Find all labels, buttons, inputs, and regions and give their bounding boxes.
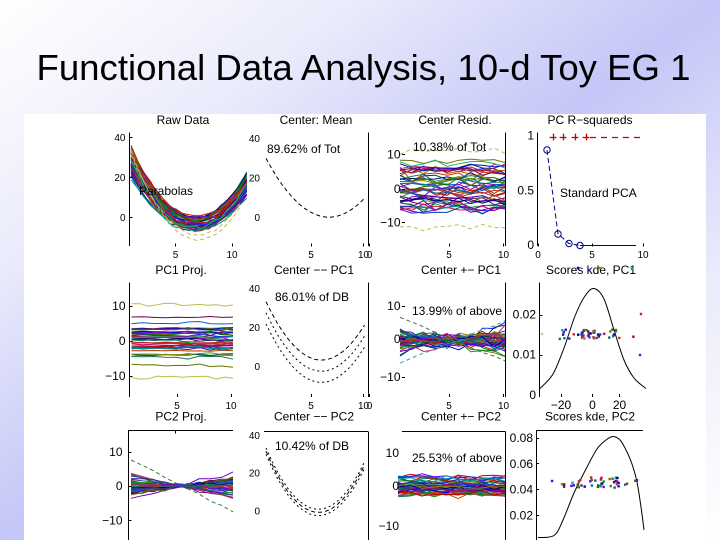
svg-text:0: 0: [589, 398, 596, 412]
svg-text:Scores kde, PC2: Scores kde, PC2: [545, 410, 635, 424]
svg-text:PC R−squareds: PC R−squareds: [547, 113, 632, 127]
svg-text:Raw Data: Raw Data: [157, 113, 210, 127]
svg-text:20: 20: [249, 174, 261, 185]
svg-text:Center +− PC2: Center +− PC2: [421, 410, 501, 424]
svg-text:−10: −10: [102, 514, 123, 528]
svg-text:Center Resid.: Center Resid.: [418, 113, 491, 127]
svg-text:0.06: 0.06: [510, 457, 534, 471]
svg-text:5: 5: [589, 250, 595, 261]
svg-text:Center −− PC1: Center −− PC1: [274, 263, 354, 277]
svg-text:−10: −10: [380, 370, 401, 384]
svg-text:0: 0: [392, 479, 399, 493]
svg-text:0.5: 0.5: [517, 184, 534, 198]
svg-text:Center +− PC1: Center +− PC1: [421, 263, 501, 277]
svg-text:10: 10: [498, 250, 510, 261]
svg-text:20: 20: [613, 398, 627, 412]
svg-text:10: 10: [637, 250, 649, 261]
svg-text:86.01% of DB: 86.01% of DB: [275, 290, 349, 304]
svg-text:0: 0: [254, 362, 260, 373]
svg-text:0.02: 0.02: [513, 308, 537, 322]
svg-text:5: 5: [174, 401, 180, 412]
svg-text:PC1 Proj.: PC1 Proj.: [155, 263, 206, 277]
svg-text:0: 0: [529, 388, 536, 402]
svg-text:PC2 Proj.: PC2 Proj.: [155, 410, 206, 424]
svg-text:5: 5: [446, 250, 452, 261]
svg-text:10.42% of DB: 10.42% of DB: [275, 439, 349, 453]
svg-text:0.04: 0.04: [510, 483, 534, 497]
svg-text:0: 0: [119, 334, 126, 348]
svg-text:40: 40: [249, 431, 261, 442]
svg-text:5: 5: [173, 250, 179, 261]
svg-text:0.08: 0.08: [510, 431, 534, 445]
svg-text:Center −− PC2: Center −− PC2: [274, 410, 354, 424]
svg-text:0: 0: [116, 479, 123, 493]
svg-text:5: 5: [308, 250, 314, 261]
svg-text:Parabolas: Parabolas: [139, 184, 193, 198]
svg-text:Scores kde, PC1: Scores kde, PC1: [546, 263, 636, 277]
svg-text:40: 40: [249, 284, 261, 295]
svg-text:−20: −20: [551, 398, 572, 412]
svg-text:0: 0: [394, 182, 401, 196]
svg-text:0: 0: [527, 238, 534, 252]
svg-text:13.99% of above: 13.99% of above: [412, 304, 502, 318]
svg-text:10: 10: [386, 446, 400, 460]
svg-text:10: 10: [358, 401, 370, 412]
svg-text:25.53% of above: 25.53% of above: [412, 451, 502, 465]
svg-text:10: 10: [358, 250, 370, 261]
svg-text:0: 0: [367, 401, 373, 412]
svg-text:0: 0: [254, 213, 260, 224]
svg-text:−10: −10: [380, 216, 401, 230]
svg-text:10: 10: [112, 299, 126, 313]
svg-text:1: 1: [527, 129, 534, 143]
svg-text:5: 5: [308, 401, 314, 412]
svg-text:20: 20: [249, 469, 261, 480]
svg-text:Center: Mean: Center: Mean: [280, 113, 353, 127]
svg-text:20: 20: [249, 323, 261, 334]
svg-text:40: 40: [114, 133, 126, 144]
svg-text:0: 0: [367, 250, 373, 261]
svg-text:0: 0: [120, 213, 126, 224]
svg-text:10: 10: [225, 401, 237, 412]
svg-text:5: 5: [446, 401, 452, 412]
svg-text:20: 20: [114, 173, 126, 184]
svg-text:10: 10: [109, 445, 123, 459]
svg-text:−10: −10: [379, 519, 400, 533]
svg-text:10: 10: [387, 148, 401, 162]
svg-text:89.62% of Tot: 89.62% of Tot: [267, 142, 341, 156]
svg-text:Functional Data Analysis, 10-d: Functional Data Analysis, 10-d Toy EG 1: [37, 47, 691, 88]
svg-text:Standard PCA: Standard PCA: [560, 186, 637, 200]
svg-text:40: 40: [249, 134, 261, 145]
svg-text:0.02: 0.02: [510, 508, 534, 522]
svg-text:0: 0: [535, 250, 541, 261]
svg-text:10.38% of Tot: 10.38% of Tot: [413, 140, 487, 154]
svg-text:0: 0: [254, 507, 260, 518]
svg-text:10: 10: [226, 250, 238, 261]
svg-text:0.01: 0.01: [513, 348, 537, 362]
svg-text:−10: −10: [105, 369, 126, 383]
svg-text:10: 10: [387, 299, 401, 313]
svg-text:10: 10: [498, 401, 510, 412]
svg-text:0: 0: [394, 332, 401, 346]
